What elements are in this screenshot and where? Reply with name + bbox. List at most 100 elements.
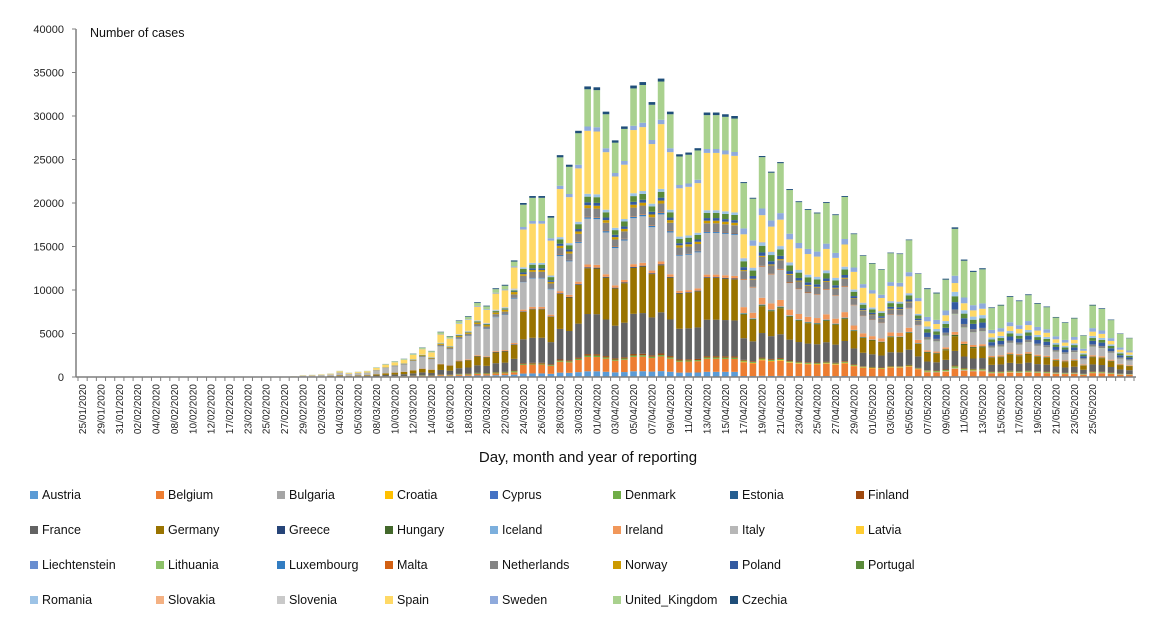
bar-segment-finland — [758, 357, 766, 359]
bar-segment-hungary — [896, 336, 904, 338]
bar-segment-belgium — [951, 368, 959, 377]
bar-segment-hungary — [740, 313, 748, 315]
bar-segment-united_kingdom — [712, 115, 720, 149]
bar-segment-belgium — [547, 365, 555, 374]
bar-segment-germany — [859, 338, 867, 353]
bar-segment-czechia — [942, 278, 950, 280]
bar-segment-united_kingdom — [648, 104, 656, 140]
legend-label: Poland — [742, 558, 781, 572]
bar-segment-ireland — [832, 318, 839, 324]
bar-segment-sweden — [630, 125, 637, 131]
bar-segment-croatia — [823, 363, 830, 364]
bar-segment-romania — [593, 194, 601, 198]
bar-segment-portugal — [795, 272, 803, 278]
bar-segment-germany — [437, 364, 445, 370]
bar-segment-united_kingdom — [621, 128, 628, 161]
bar-segment-denmark — [538, 363, 546, 365]
bar-segment-malta — [758, 265, 766, 267]
bar-segment-united_kingdom — [841, 196, 849, 239]
bar-segment-finland — [611, 358, 619, 360]
legend-item-germany: Germany — [156, 523, 219, 537]
bar-segment-finland — [850, 364, 858, 365]
bar-segment-malta — [657, 212, 665, 213]
y-tick-label: 30000 — [33, 111, 64, 123]
bar-segment-netherlands — [868, 315, 876, 320]
bar-segment-sweden — [924, 316, 931, 322]
x-tick-label: 07/05/2020 — [923, 384, 934, 434]
bar-55 — [584, 86, 591, 377]
bar-segment-ireland — [859, 333, 867, 338]
bar-segment-germany — [850, 331, 858, 349]
bar-segment-netherlands — [731, 225, 738, 233]
bar-segment-spain — [1034, 330, 1041, 335]
bar-segment-romania — [813, 276, 821, 280]
x-tick-label: 13/04/2020 — [703, 384, 714, 434]
bar-segment-germany — [455, 361, 463, 369]
bar-segment-sweden — [878, 294, 885, 298]
bar-segment-germany — [868, 340, 876, 355]
bar-segment-poland — [722, 219, 729, 222]
bar-segment-czechia — [1025, 294, 1032, 296]
legend-label: Hungary — [397, 523, 445, 537]
legend-item-spain: Spain — [385, 593, 429, 607]
bar-segment-luxembourg — [666, 231, 674, 233]
legend-label: Germany — [168, 523, 220, 537]
bar-segment-denmark — [905, 365, 913, 367]
bar-segment-germany — [749, 319, 757, 342]
bar-segment-portugal — [1015, 335, 1023, 339]
x-tick-label: 29/01/2020 — [96, 384, 107, 434]
bar-segment-sweden — [722, 150, 729, 155]
legend-swatch — [730, 561, 738, 569]
bar-segment-norway — [676, 245, 683, 248]
bar-segment-austria — [621, 372, 628, 377]
bar-79 — [804, 209, 812, 377]
bar-segment-spain — [841, 244, 849, 267]
bar-segment-greece — [722, 277, 729, 279]
bar-segment-ireland — [740, 307, 748, 314]
legend-item-italy: Italy — [730, 523, 765, 537]
bar-segment-sweden — [1098, 330, 1106, 334]
bar-segment-norway — [428, 357, 435, 359]
bar-segment-hungary — [823, 320, 830, 321]
bar-segment-poland — [1006, 336, 1014, 341]
bar-segment-spain — [345, 372, 353, 374]
bar-segment-denmark — [676, 360, 683, 362]
bar-99 — [988, 307, 995, 377]
bar-segment-italy — [933, 341, 940, 352]
bar-segment-france — [602, 319, 610, 357]
bar-segment-finland — [584, 354, 591, 356]
bar-segment-norway — [712, 220, 720, 224]
bar-segment-finland — [841, 361, 849, 362]
bar-segment-italy — [804, 293, 812, 317]
bar-segment-belgium — [786, 362, 793, 377]
bar-segment-czechia — [951, 227, 959, 229]
bar-segment-romania — [951, 291, 959, 297]
bar-segment-belgium — [960, 370, 968, 377]
bar-segment-portugal — [464, 331, 472, 333]
bar-segment-germany — [1116, 365, 1124, 370]
y-tick-label: 20000 — [33, 198, 64, 210]
bar-segment-denmark — [795, 362, 803, 364]
bar-segment-ireland — [1006, 352, 1014, 355]
legend-swatch — [856, 526, 864, 534]
bar-segment-france — [400, 374, 408, 376]
bar-segment-ireland — [970, 344, 977, 348]
bar-segment-portugal — [841, 269, 849, 275]
x-tick-label: 15/04/2020 — [721, 384, 732, 434]
bar-segment-italy — [960, 327, 968, 342]
bar-segment-germany — [979, 347, 986, 359]
bar-segment-germany — [409, 370, 417, 374]
bar-segment-finland — [905, 364, 913, 366]
bar-segment-united_kingdom — [391, 361, 399, 363]
bar-segment-croatia — [786, 362, 793, 363]
bar-segment-spain — [749, 245, 757, 268]
bar-segment-netherlands — [565, 253, 573, 260]
bar-segment-hungary — [988, 357, 995, 359]
bar-segment-romania — [758, 242, 766, 246]
bar-segment-portugal — [621, 221, 628, 227]
bar-segment-denmark — [914, 368, 922, 369]
bar-segment-czechia — [1043, 306, 1051, 308]
bar-segment-sweden — [621, 161, 628, 165]
bar-segment-norway — [823, 281, 830, 282]
bar-60 — [630, 85, 637, 377]
